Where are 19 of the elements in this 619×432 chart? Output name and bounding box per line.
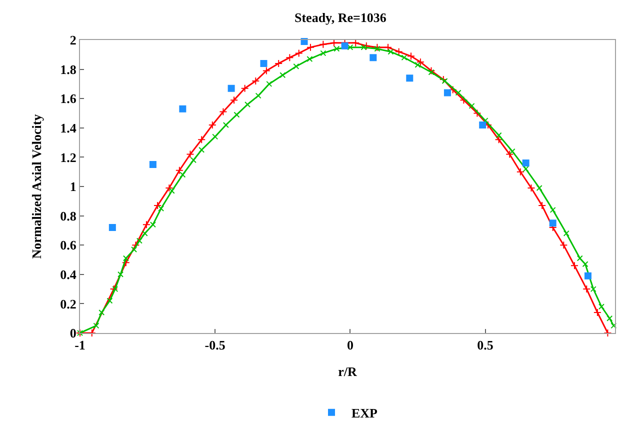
x-tick-label: -0.5 xyxy=(204,338,226,353)
y-axis-title: Normalized Axial Velocity xyxy=(29,114,44,259)
y-tick-label: 1.8 xyxy=(60,62,77,77)
y-tick-label: 1.4 xyxy=(60,120,77,136)
y-tick-label: 0.2 xyxy=(60,296,76,312)
y-tick-label: 0.6 xyxy=(60,238,77,253)
x-tick-label: 0 xyxy=(346,338,354,353)
y-tick-label: 1.6 xyxy=(60,91,77,106)
y-tick-label: 2 xyxy=(70,32,76,48)
y-tick-label: 1 xyxy=(70,179,76,194)
y-tick-label: 1.2 xyxy=(60,150,76,165)
x-tick-label: 0.5 xyxy=(477,338,494,353)
y-tick-label: 0.4 xyxy=(60,266,77,282)
y-tick-label: 0.8 xyxy=(60,208,77,224)
y-tick-label: 0 xyxy=(70,326,76,341)
x-axis-title: r/R xyxy=(338,364,358,380)
legend-label: EXP xyxy=(352,405,378,420)
chart-title: Steady, Re=1036 xyxy=(294,10,387,26)
x-tick-label: -1 xyxy=(74,338,86,353)
